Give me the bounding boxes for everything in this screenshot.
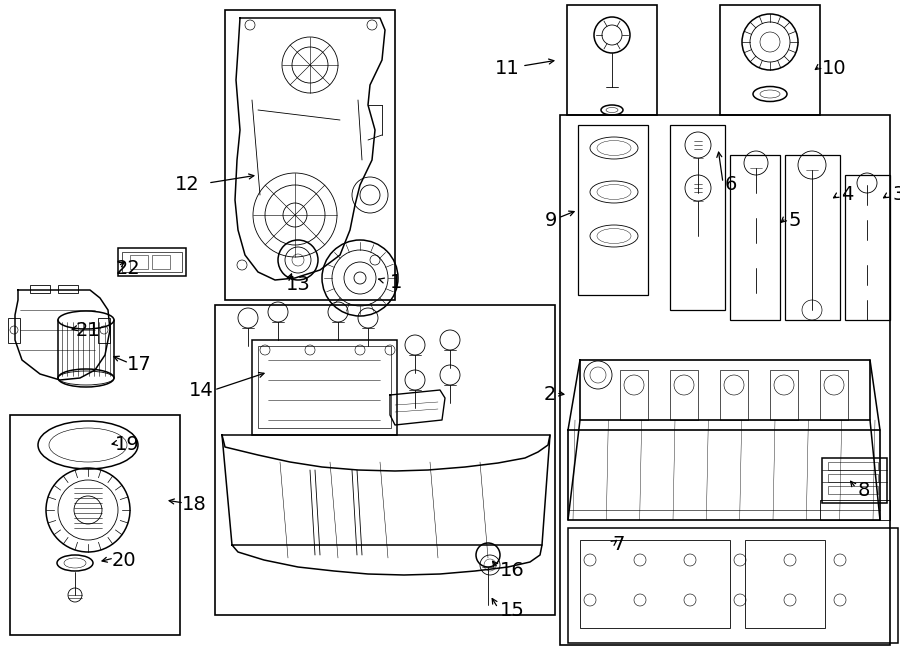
Bar: [568, 528, 898, 643]
Bar: [770, 370, 798, 420]
Bar: [730, 155, 780, 320]
Bar: [745, 540, 825, 628]
Text: 16: 16: [500, 561, 525, 580]
Bar: [118, 248, 186, 276]
Text: 12: 12: [176, 176, 200, 194]
Bar: [122, 252, 182, 272]
Text: 1: 1: [390, 272, 402, 292]
Bar: [828, 462, 878, 470]
Text: 8: 8: [858, 481, 870, 500]
Text: 3: 3: [892, 186, 900, 204]
Text: 22: 22: [116, 258, 140, 278]
Text: 15: 15: [500, 600, 525, 619]
Bar: [828, 474, 878, 482]
Text: 11: 11: [495, 59, 520, 77]
Text: 5: 5: [788, 210, 800, 229]
Text: 4: 4: [841, 186, 853, 204]
Bar: [785, 155, 840, 320]
Bar: [670, 370, 698, 420]
Bar: [30, 285, 50, 293]
Bar: [258, 346, 391, 428]
Bar: [8, 318, 20, 343]
Text: 13: 13: [286, 276, 310, 295]
Bar: [820, 500, 890, 520]
Bar: [215, 305, 555, 615]
Text: 2: 2: [544, 385, 556, 405]
Bar: [58, 285, 78, 293]
Text: 21: 21: [76, 321, 101, 340]
Bar: [845, 175, 890, 320]
Bar: [560, 115, 890, 645]
Text: 20: 20: [112, 551, 137, 570]
Text: 19: 19: [115, 436, 140, 455]
Text: 17: 17: [127, 356, 152, 375]
Bar: [152, 255, 170, 269]
Bar: [820, 370, 848, 420]
Text: 9: 9: [544, 210, 557, 229]
Bar: [252, 340, 397, 435]
Text: 7: 7: [612, 535, 625, 555]
Bar: [567, 5, 657, 115]
Bar: [620, 370, 648, 420]
Bar: [822, 458, 887, 503]
Text: 10: 10: [822, 59, 847, 77]
Text: 6: 6: [725, 176, 737, 194]
Bar: [580, 540, 730, 628]
Bar: [720, 370, 748, 420]
Bar: [670, 125, 725, 310]
Bar: [225, 10, 395, 300]
Bar: [98, 318, 110, 343]
Bar: [10, 415, 180, 635]
Bar: [828, 486, 878, 494]
Bar: [130, 255, 148, 269]
Bar: [578, 125, 648, 295]
Bar: [720, 5, 820, 115]
Text: 18: 18: [182, 496, 207, 514]
Text: 14: 14: [189, 381, 214, 399]
